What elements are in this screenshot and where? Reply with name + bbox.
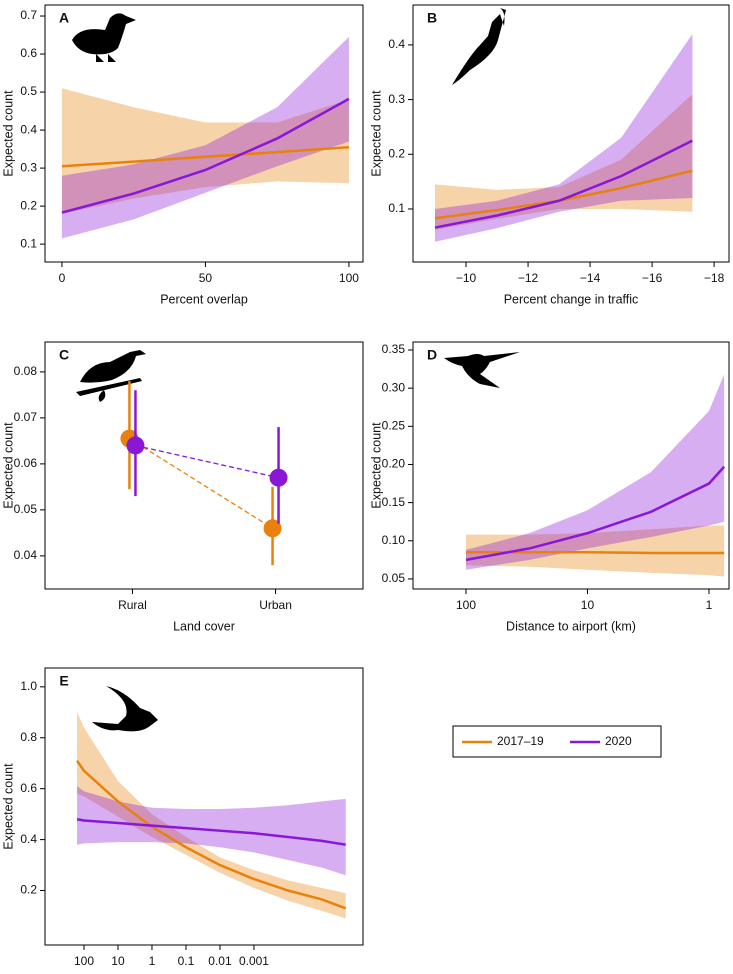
panel: 0.35 0.30 0.25 0.20 0.15 0.10 0.05 100 10 1 Distan… [369,341,730,633]
y-tick-label: 0.05 [14,502,38,516]
y-tick-label: 0.4 [388,37,405,51]
x-tick-label: −14 [580,271,601,285]
x-tick-label: 0.001 [239,954,269,968]
x-tick-label: Rural [118,598,147,612]
x-tick-label: 10 [581,598,595,612]
y-tick-label: 1.0 [20,679,37,693]
y-tick-label: 0.4 [20,122,37,136]
fit-line [76,818,346,846]
y-tick-label: 0.4 [20,832,37,846]
songbird-silhouette [76,350,146,402]
y-axis-label: Expected count [1,763,15,850]
confidence-band [465,374,725,570]
legend-label: 2017–19 [497,734,544,748]
hummingbird-silhouette [444,352,520,388]
y-tick-label: 0.7 [20,8,37,22]
duck-silhouette [72,13,136,62]
x-tick-label: −16 [642,271,663,285]
fit-line [434,139,693,229]
y-tick-label: 0.04 [14,548,38,562]
panel: 0.1 0.2 0.3 0.4 0.5 0.6 0.7 0 50 100 Percent overl… [1,4,364,306]
y-tick-label: 0.1 [388,201,405,215]
y-axis-label: Expected count [1,422,15,509]
y-axis-label: Expected count [369,422,383,509]
hawk-silhouette [452,8,506,85]
x-tick-label: 100 [339,271,359,285]
connector [135,444,279,479]
fit-line [465,550,725,555]
plot-frame [44,4,364,263]
point [269,468,288,487]
silhouettes [72,8,520,732]
plot-frame [412,341,730,590]
panel: 1.00.80.60.40.21001010.10.010.001Distanc… [1,667,364,968]
x-tick-label: −18 [704,271,725,285]
y-tick-label: 0.5 [20,84,37,98]
y-tick-label: 0.3 [20,160,37,174]
fit-line [465,465,726,562]
fit-line [76,759,347,910]
y-tick-label: 0.1 [20,236,37,250]
y-axis-label: Expected count [1,90,15,177]
panel-letter: D [427,347,437,363]
y-tick-label: 0.2 [20,198,37,212]
point [126,436,145,455]
x-tick-label: 1 [706,598,713,612]
plot-frame [412,4,730,263]
y-tick-label: 0.6 [20,781,37,795]
panel: 0.04 0.05 0.06 0.07 0.08 Rural Urban Land cover… [1,341,364,633]
x-tick-label: −12 [518,271,539,285]
y-tick-label: 0.3 [388,92,405,106]
panel-letter: C [59,347,69,363]
y-tick-label: 0.05 [382,571,406,585]
y-tick-label: 0.10 [382,533,406,547]
panel-letter: B [427,10,437,26]
y-tick-label: 0.20 [382,457,406,471]
plot-frame [44,667,364,946]
x-axis-label: Distance to airport (km) [506,619,636,633]
x-tick-label: 10 [111,954,125,968]
fit-line [61,97,350,214]
confidence-band [61,88,349,214]
x-tick-label: 0.1 [178,954,195,968]
y-tick-label: 0.30 [382,380,406,394]
y-tick-label: 0.2 [20,883,37,897]
y-tick-label: 0.07 [14,410,38,424]
x-tick-label: 1 [149,954,156,968]
x-tick-label: 0 [59,271,66,285]
legend-label: 2020 [605,734,632,748]
y-tick-label: 0.6 [20,46,37,60]
x-tick-label: 50 [199,271,213,285]
point [263,519,282,538]
confidence-band [435,94,693,230]
y-tick-label: 0.35 [382,342,406,356]
confidence-band [61,36,349,239]
panel-letter: E [59,673,68,689]
x-axis-label: Percent change in traffic [504,292,639,306]
x-tick-label: 100 [74,954,94,968]
swallow-silhouette [92,686,158,732]
x-axis-label: Percent overlap [160,292,248,306]
panel-letter: A [59,10,69,26]
panel: 0.1 0.2 0.3 0.4 −10 −12 −14 −16 −18 Percent chang… [369,4,730,306]
y-tick-label: 0.15 [382,495,406,509]
x-tick-label: 100 [456,598,476,612]
y-tick-label: 0.8 [20,730,37,744]
plot-frame [44,341,364,590]
confidence-band [435,33,693,242]
x-tick-label: Urban [259,598,292,612]
connector [129,438,273,529]
y-axis-label: Expected count [369,90,383,177]
fit-line [61,145,350,168]
y-tick-label: 0.2 [388,146,405,160]
x-axis-label: Land cover [173,619,235,633]
x-tick-label: 0.01 [208,954,232,968]
x-tick-label: −10 [456,271,477,285]
y-tick-label: 0.25 [382,418,406,432]
y-tick-label: 0.08 [14,364,38,378]
y-tick-label: 0.06 [14,456,38,470]
